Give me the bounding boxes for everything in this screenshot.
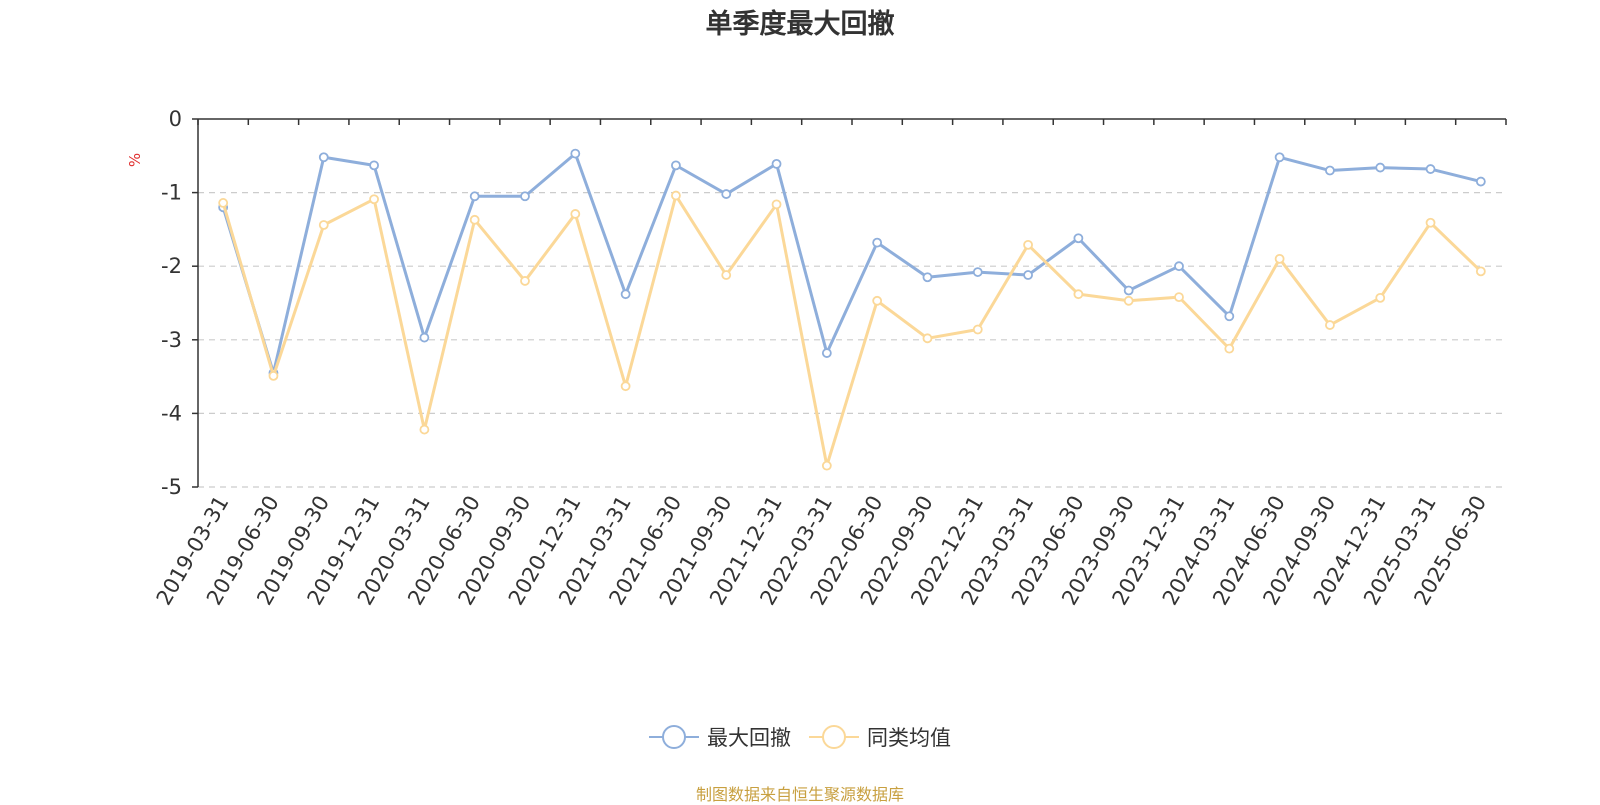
data-point [1425, 164, 1436, 174]
data-source-note: 制图数据来自恒生聚源数据库 [695, 785, 904, 804]
data-point [1425, 217, 1436, 228]
data-point [1023, 239, 1033, 250]
legend-marker-icon [809, 724, 859, 750]
y-tick-label: 0 [169, 107, 182, 131]
series-lines [218, 148, 1486, 471]
data-point [1475, 266, 1486, 277]
data-point [1174, 261, 1184, 272]
data-point [520, 276, 530, 286]
legend-label: 同类均值 [867, 726, 951, 750]
data-point [872, 237, 883, 248]
data-point [922, 272, 933, 283]
data-point [520, 191, 530, 202]
legend-marker-icon [649, 724, 699, 750]
data-point [771, 199, 782, 210]
series-line [221, 194, 1482, 468]
y-tick-label: -4 [161, 401, 182, 425]
data-point [721, 189, 732, 199]
data-point [1375, 292, 1386, 303]
y-tick-label: -2 [161, 254, 182, 278]
data-point [1123, 285, 1134, 296]
data-point [1274, 253, 1285, 264]
data-point [972, 324, 983, 335]
data-point [771, 158, 782, 169]
data-point [1073, 233, 1084, 244]
y-tick-label: -5 [161, 475, 182, 499]
data-point [1475, 176, 1486, 187]
data-point [1274, 152, 1285, 163]
data-point [821, 348, 832, 358]
data-point [671, 190, 681, 201]
tick-labels: 0-1-2-3-4-52019-03-312019-06-302019-09-3… [152, 107, 1492, 609]
data-point [1325, 165, 1335, 176]
data-point [872, 295, 883, 306]
data-point [821, 460, 832, 471]
data-point [419, 424, 430, 435]
y-tick-label: -1 [161, 181, 182, 205]
y-axis-label: % [126, 153, 144, 167]
data-point [318, 220, 329, 230]
legend: 最大回撤 同类均值 [0, 722, 1600, 752]
data-point [570, 209, 581, 219]
series-0 [218, 148, 1486, 378]
chart-title: 单季度最大回撤 [705, 9, 895, 40]
data-point [1123, 295, 1134, 306]
data-point [218, 198, 229, 208]
grid-lines [198, 192, 1506, 488]
y-tick-label: -3 [161, 328, 182, 352]
data-point [570, 148, 581, 159]
data-point [1325, 320, 1335, 330]
data-point [369, 160, 379, 171]
data-point [1224, 343, 1235, 354]
data-point [1023, 270, 1033, 280]
data-point [671, 160, 681, 171]
data-point [419, 332, 430, 343]
data-point [268, 370, 279, 381]
data-point [972, 267, 983, 277]
data-point [469, 191, 480, 202]
data-point [1174, 292, 1184, 303]
data-point [1224, 311, 1235, 322]
series-1 [218, 190, 1486, 471]
data-point [620, 289, 631, 300]
data-point [1375, 162, 1386, 173]
data-point [721, 270, 732, 280]
data-point [469, 214, 480, 225]
series-line [221, 152, 1482, 375]
legend-item-max-drawdown[interactable]: 最大回撤 [649, 722, 791, 752]
data-point [369, 194, 379, 205]
axes [192, 118, 1507, 488]
legend-label: 最大回撤 [707, 726, 791, 750]
data-point [922, 333, 933, 344]
data-point [620, 381, 631, 392]
legend-item-peer-average[interactable]: 同类均值 [809, 722, 951, 752]
data-point [318, 152, 329, 163]
data-point [1073, 289, 1084, 300]
